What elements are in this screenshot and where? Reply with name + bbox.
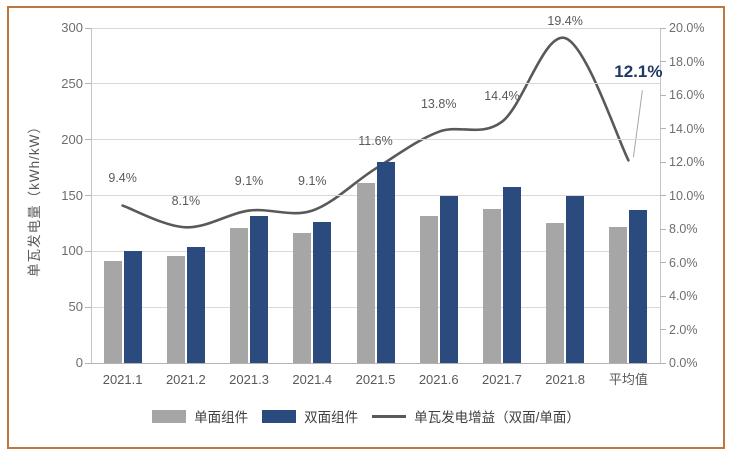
gain-label-2021.1: 9.4%: [108, 170, 137, 185]
bar-bifacial-2021.7: [502, 186, 521, 363]
x-axis-label-平均值: 平均值: [608, 372, 648, 387]
x-axis-label-2021.4: 2021.4: [292, 372, 333, 387]
bar-bifacial-2021.3: [250, 215, 269, 363]
bar-single-sided-平均值: [609, 226, 628, 363]
left-axis-tick: [85, 83, 91, 85]
gain-label-2021.8: 19.4%: [547, 14, 583, 29]
right-axis-tick-label: 20.0%: [669, 21, 705, 35]
gain-label-2021.5: 11.6%: [358, 133, 393, 148]
left-axis-tick-label: 50: [68, 299, 83, 315]
legend-label-0: 单面组件: [194, 410, 249, 425]
bar-single-sided-2021.1: [103, 261, 122, 363]
bar-bifacial-2021.2: [186, 246, 205, 363]
right-axis-tick: [660, 27, 666, 29]
left-axis-tick-label: 300: [61, 20, 83, 35]
right-axis-tick: [660, 195, 666, 196]
right-axis-tick-label: 12.0%: [669, 155, 705, 169]
bar-single-sided-2021.6: [419, 215, 438, 363]
right-axis-tick-label: 4.0%: [669, 289, 698, 303]
legend-swatch-single-sided: [152, 409, 187, 423]
gridline-0: [91, 362, 660, 364]
left-axis-line: [91, 28, 92, 363]
right-axis-tick: [660, 61, 666, 62]
legend-swatch-bifacial: [262, 409, 297, 423]
gain-label-2021.2: 8.1%: [171, 194, 201, 209]
x-axis-label-2021.1: 2021.1: [102, 372, 143, 387]
left-axis-tick: [85, 362, 91, 364]
bar-single-sided-2021.3: [230, 227, 249, 363]
left-axis-tick: [85, 250, 91, 252]
gain-label-average: 12.1%: [614, 62, 663, 82]
legend-item-0: 单面组件: [152, 406, 248, 426]
bar-bifacial-2021.4: [313, 222, 332, 363]
left-axis-tick-label: 150: [61, 187, 83, 203]
left-axis-tick: [85, 195, 91, 196]
right-axis-tick-label: 8.0%: [669, 222, 698, 236]
right-axis-tick-label: 16.0%: [669, 88, 705, 102]
left-axis-tick-label: 0: [75, 355, 83, 370]
bar-single-sided-2021.5: [356, 183, 375, 363]
left-axis-tick: [85, 306, 91, 308]
x-axis-label-2021.2: 2021.2: [165, 372, 206, 387]
right-axis-tick-label: 0.0%: [669, 356, 698, 370]
right-axis-tick: [660, 161, 666, 163]
right-axis-tick-label: 2.0%: [669, 322, 698, 337]
right-axis-tick: [660, 329, 666, 330]
right-axis-tick: [660, 362, 666, 364]
legend-item-2: 单瓦发电增益（双面/单面）: [372, 406, 580, 426]
gridline-300: [91, 27, 660, 29]
gridline-100: [91, 250, 660, 252]
gain-label-2021.3: 9.1%: [234, 173, 264, 188]
bar-single-sided-2021.8: [546, 223, 565, 363]
x-axis-label-2021.6: 2021.6: [418, 372, 459, 387]
bar-single-sided-2021.4: [293, 233, 312, 363]
left-axis-tick-label: 250: [61, 75, 83, 91]
x-axis-label-2021.5: 2021.5: [355, 372, 396, 387]
bar-single-sided-2021.7: [482, 208, 501, 363]
bar-bifacial-平均值: [629, 210, 648, 363]
right-axis-tick-label: 14.0%: [669, 121, 705, 136]
bar-bifacial-2021.6: [439, 195, 458, 363]
bar-bifacial-2021.1: [123, 251, 142, 363]
right-axis-tick: [660, 262, 666, 263]
gain-label-2021.6: 13.8%: [420, 96, 457, 111]
gridline-50: [91, 306, 660, 308]
right-axis-tick-label: 18.0%: [669, 54, 705, 69]
right-axis-tick: [660, 128, 666, 129]
legend-line-swatch-gain: [372, 414, 407, 418]
bar-bifacial-2021.8: [566, 195, 585, 363]
left-axis-tick-label: 100: [61, 243, 83, 259]
right-axis-tick: [660, 94, 666, 96]
legend-label-2: 单瓦发电增益（双面/单面）: [414, 410, 580, 425]
highlight-leader-line: [632, 90, 643, 158]
left-axis-tick: [85, 27, 91, 29]
right-axis-tick-label: 10.0%: [669, 188, 705, 203]
right-axis-tick: [660, 228, 666, 230]
gain-label-2021.7: 14.4%: [484, 88, 520, 103]
right-axis-tick-label: 6.0%: [669, 255, 698, 270]
left-axis-tick: [85, 139, 91, 141]
gridline-150: [91, 195, 660, 196]
x-axis-label-2021.3: 2021.3: [229, 372, 269, 387]
bar-bifacial-2021.5: [376, 162, 395, 363]
gridline-250: [91, 83, 660, 85]
bar-single-sided-2021.2: [166, 255, 185, 363]
legend-item-1: 双面组件: [262, 406, 358, 426]
right-axis-tick: [660, 295, 666, 297]
gridline-200: [91, 139, 660, 141]
x-axis-label-2021.7: 2021.7: [482, 372, 522, 387]
x-axis-label-2021.8: 2021.8: [545, 372, 586, 387]
left-axis-tick-label: 200: [61, 131, 83, 147]
gain-label-2021.4: 9.1%: [298, 173, 327, 188]
legend-label-1: 双面组件: [304, 410, 359, 425]
legend: 单面组件 双面组件 单瓦发电增益（双面/单面）: [0, 406, 732, 426]
